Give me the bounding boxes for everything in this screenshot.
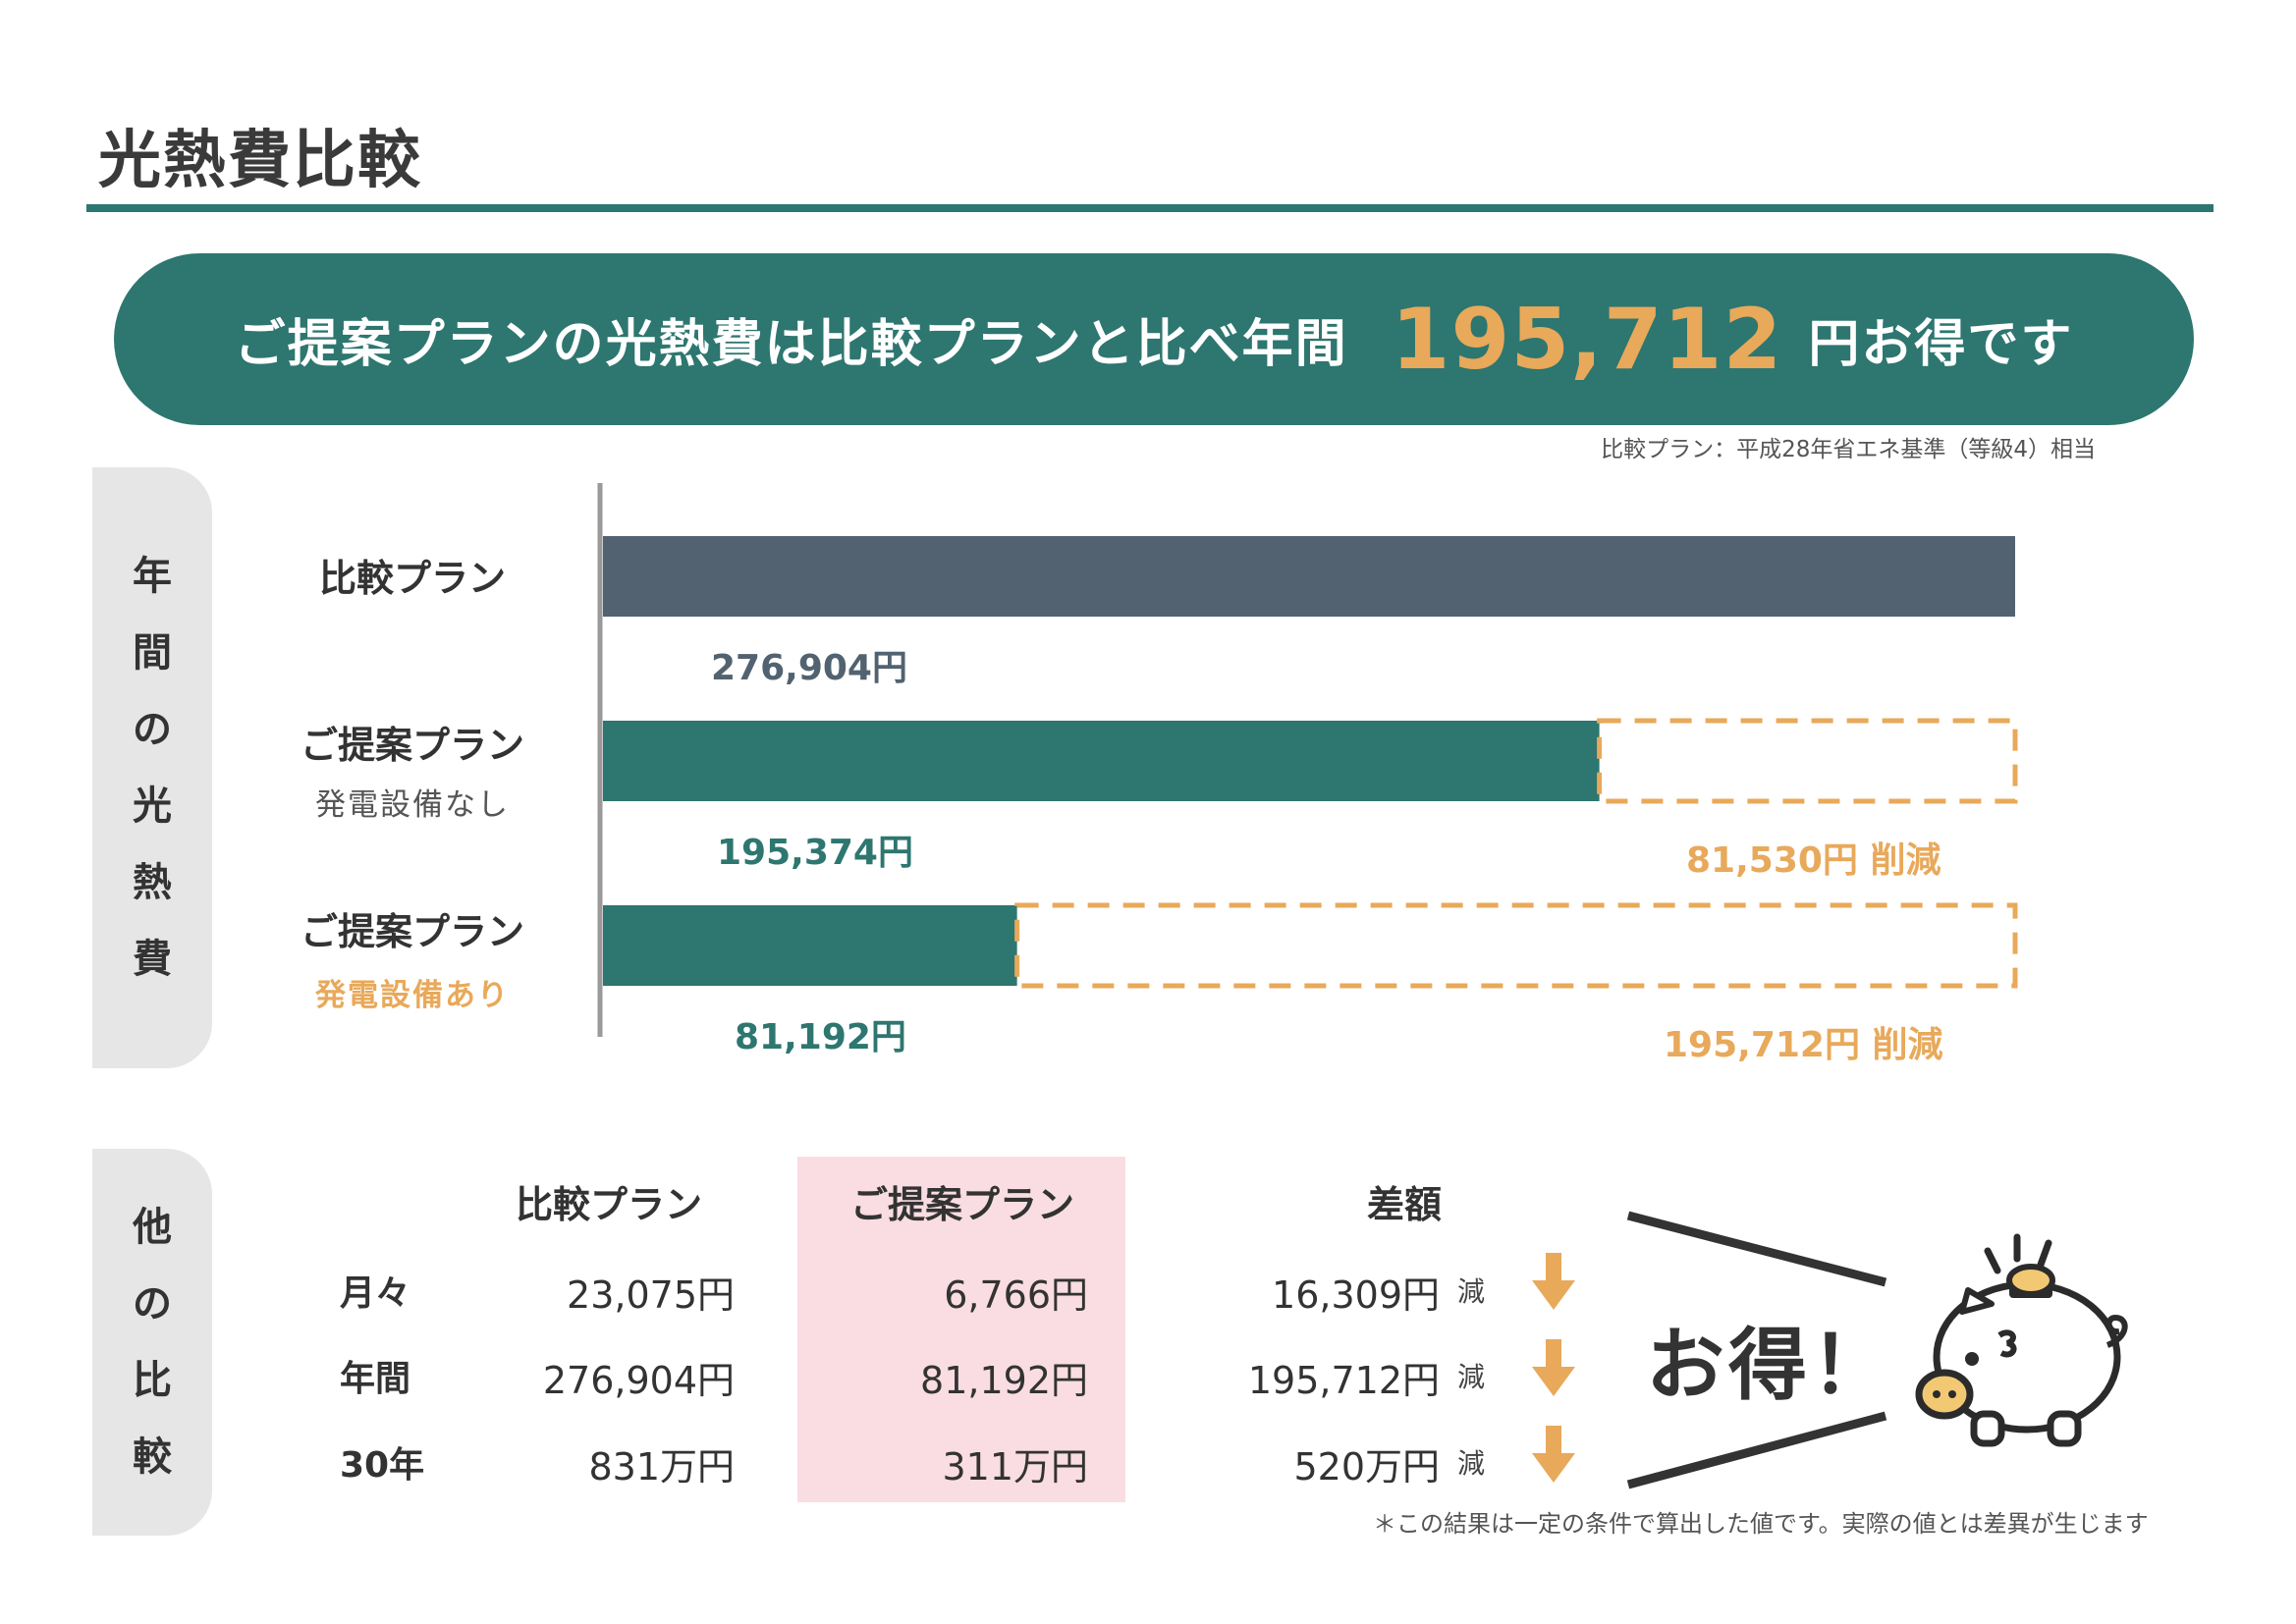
- bar-0: [603, 536, 2015, 617]
- savings-banner: ご提案プランの光熱費は比較プランと比べ年間 195,712 円お得です: [114, 253, 2194, 425]
- otoku-label: お得！: [1646, 1320, 1893, 1411]
- annual-side-panel: 年 間 の 光 熱 費: [92, 467, 212, 1068]
- cell-diff: 16,309円: [1272, 1273, 1440, 1317]
- side-char: 較: [133, 1435, 172, 1480]
- reduction-label: 81,530円 削減: [1686, 840, 1941, 881]
- side-char: 熱: [133, 860, 172, 905]
- side-char: の: [133, 707, 172, 752]
- side-char: の: [133, 1281, 172, 1326]
- plan-sub-with-gen: 発電設備あり: [315, 978, 510, 1013]
- bar-value-label: 276,904円: [711, 648, 907, 688]
- cell-diff: 520万円: [1293, 1445, 1440, 1489]
- plan-label-no-gen: ご提案プラン: [300, 724, 524, 767]
- other-side-panel: 他 の 比 較: [92, 1149, 212, 1536]
- side-char: 費: [133, 937, 172, 982]
- banner-suffix: 円お得です: [1808, 315, 2074, 374]
- down-arrow-icon: [1532, 1426, 1575, 1483]
- cell-proposal: 81,192円: [920, 1359, 1088, 1402]
- bar-value-label: 195,374円: [717, 833, 913, 873]
- header-compare: 比較プラン: [515, 1183, 702, 1226]
- proposal-column-highlight: [797, 1157, 1125, 1502]
- compare-plan-note: 比較プラン：平成28年省エネ基準（等級4）相当: [1601, 437, 2096, 462]
- header-proposal: ご提案プラン: [849, 1183, 1074, 1226]
- side-char: 他: [133, 1205, 172, 1250]
- decrease-label: 減: [1457, 1361, 1486, 1393]
- cell-proposal: 6,766円: [944, 1273, 1088, 1317]
- decrease-label: 減: [1457, 1275, 1486, 1308]
- cell-diff: 195,712円: [1247, 1359, 1440, 1402]
- row-label: 30年: [340, 1445, 425, 1486]
- plan-label-with-gen: ご提案プラン: [300, 910, 524, 953]
- decrease-label: 減: [1457, 1447, 1486, 1480]
- reduction-label: 195,712円 削減: [1664, 1025, 1943, 1065]
- bar-1: [603, 721, 1600, 801]
- cell-proposal: 311万円: [942, 1445, 1088, 1489]
- bar-2: [603, 905, 1017, 986]
- cell-compare: 23,075円: [567, 1273, 735, 1317]
- cell-compare: 276,904円: [542, 1359, 735, 1402]
- side-char: 間: [133, 630, 172, 676]
- footnote: ＊この結果は一定の条件で算出した値です。実際の値とは差異が生じます: [1373, 1510, 2149, 1538]
- side-char: 比: [133, 1358, 172, 1403]
- row-label: 月々: [340, 1273, 411, 1314]
- side-char: 年: [133, 554, 172, 599]
- piggy-bank-icon: [1915, 1233, 2128, 1447]
- page-title: 光熱費比較: [98, 125, 422, 197]
- banner-prefix: ご提案プランの光熱費は比較プランと比べ年間: [234, 315, 1348, 374]
- row-label: 年間: [340, 1359, 411, 1399]
- reduction-box: [1014, 902, 2018, 989]
- cell-compare: 831万円: [588, 1445, 735, 1489]
- down-arrow-icon: [1532, 1339, 1575, 1396]
- plan-sub-no-gen: 発電設備なし: [315, 787, 510, 823]
- down-arrow-icon: [1532, 1253, 1575, 1310]
- header-diff: 差額: [1366, 1183, 1442, 1226]
- banner-amount: 195,712: [1391, 290, 1783, 389]
- title-divider: [86, 204, 2214, 212]
- callout-lines: [1626, 1211, 1887, 1489]
- bar-value-label: 81,192円: [735, 1017, 906, 1057]
- plan-label-compare: 比較プラン: [318, 557, 506, 600]
- side-char: 光: [133, 784, 172, 829]
- reduction-box: [1597, 718, 2018, 804]
